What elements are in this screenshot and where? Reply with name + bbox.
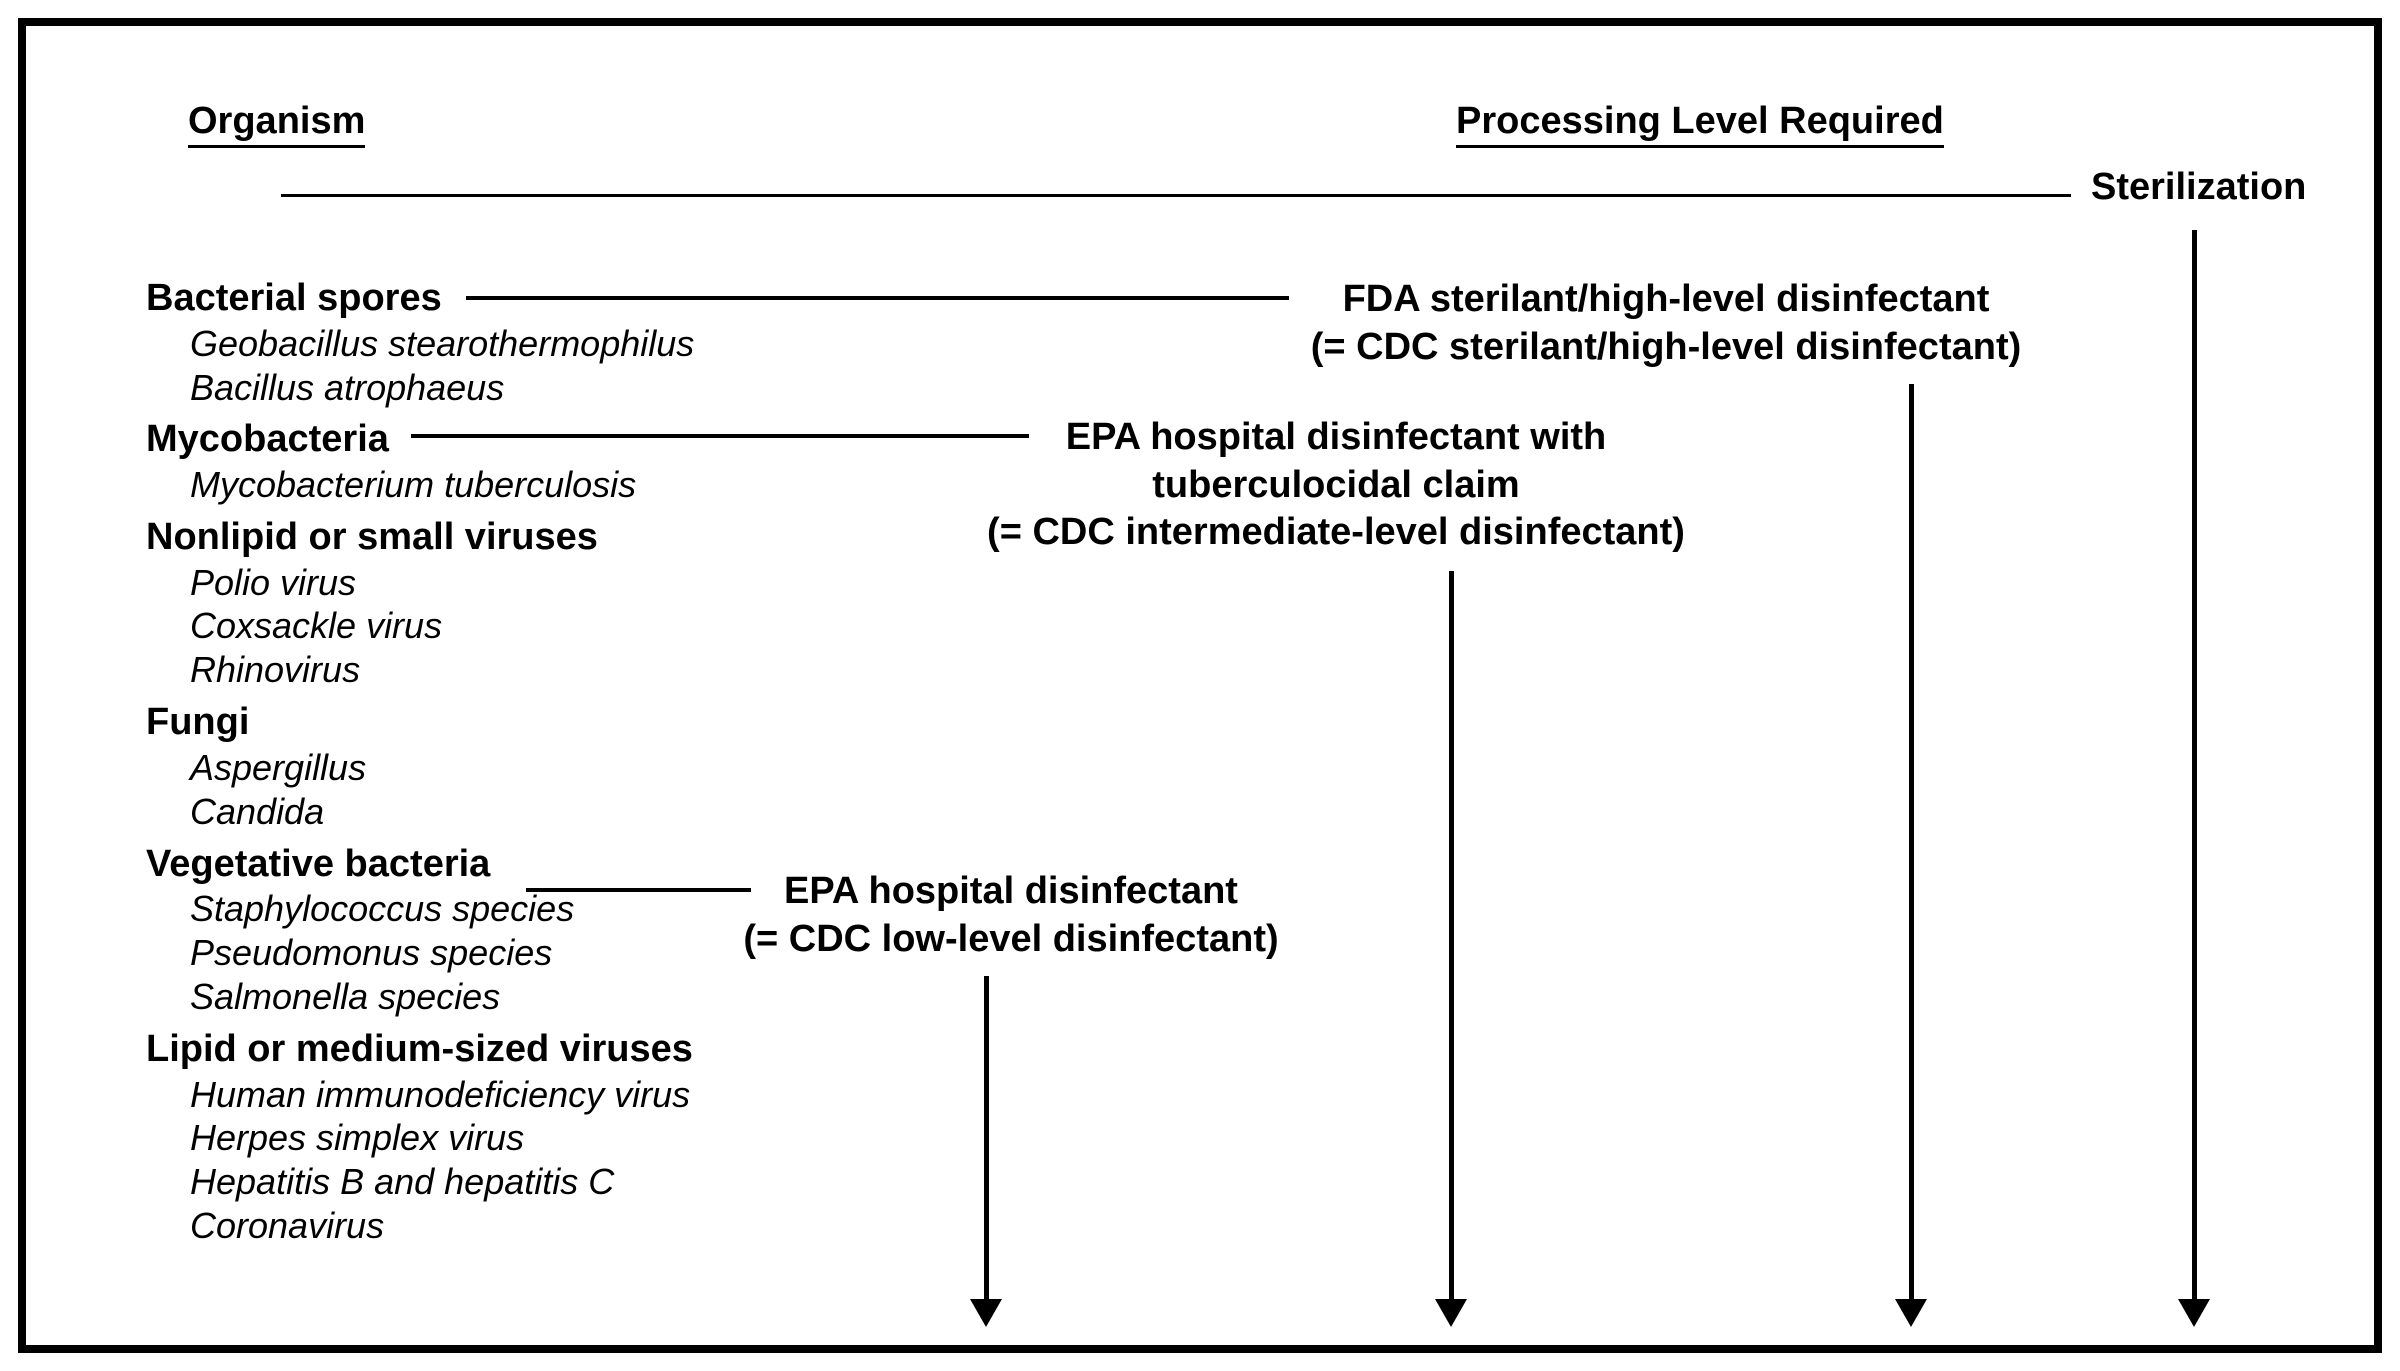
processing-level-label: EPA hospital disinfectant(= CDC low-leve… — [743, 868, 1278, 963]
organism-example: Human immunodeficiency virus — [146, 1073, 706, 1117]
organism-category: Mycobacteria — [146, 417, 706, 463]
organism-category: Fungi — [146, 700, 706, 746]
organism-example: Rhinovirus — [146, 648, 706, 692]
organism-example: Hepatitis B and hepatitis C — [146, 1160, 706, 1204]
organism-example: Polio virus — [146, 561, 706, 605]
arrow-down-icon — [2178, 1299, 2210, 1327]
connector-line — [466, 296, 1289, 300]
organism-example: Aspergillus — [146, 746, 706, 790]
organism-block: Vegetative bacteriaStaphylococcus specie… — [146, 842, 706, 1019]
header-organism: Organism — [188, 100, 365, 148]
organism-example: Coxsackle virus — [146, 604, 706, 648]
processing-level-line: (= CDC low-level disinfectant) — [743, 916, 1278, 964]
label-sterilization: Sterilization — [2091, 166, 2306, 209]
processing-level-label: FDA sterilant/high-level disinfectant(= … — [1311, 276, 2022, 371]
processing-level-line: EPA hospital disinfectant — [743, 868, 1278, 916]
arrow-line — [1449, 571, 1454, 1301]
organism-block: Nonlipid or small virusesPolio virusCoxs… — [146, 515, 706, 692]
organism-block: Lipid or medium-sized virusesHuman immun… — [146, 1027, 706, 1248]
processing-level-label: EPA hospital disinfectant withtuberculoc… — [987, 414, 1685, 557]
processing-level-line: (= CDC intermediate-level disinfectant) — [987, 509, 1685, 557]
organism-example: Mycobacterium tuberculosis — [146, 463, 706, 507]
arrow-line — [984, 976, 989, 1301]
organism-example: Staphylococcus species — [146, 887, 706, 931]
arrow-down-icon — [1435, 1299, 1467, 1327]
organism-block: FungiAspergillusCandida — [146, 700, 706, 833]
organism-block: MycobacteriaMycobacterium tuberculosis — [146, 417, 706, 507]
organism-category: Lipid or medium-sized viruses — [146, 1027, 706, 1073]
processing-level-line: (= CDC sterilant/high-level disinfectant… — [1311, 324, 2022, 372]
processing-level-line: EPA hospital disinfectant with — [987, 414, 1685, 462]
organism-example: Geobacillus stearothermophilus — [146, 322, 706, 366]
organism-column: Bacterial sporesGeobacillus stearothermo… — [146, 276, 706, 1256]
organism-example: Herpes simplex virus — [146, 1116, 706, 1160]
arrow-down-icon — [970, 1299, 1002, 1327]
sterilization-top-line — [281, 194, 2071, 197]
connector-line — [411, 434, 1029, 438]
organism-example: Bacillus atrophaeus — [146, 366, 706, 410]
arrow-line — [1909, 384, 1914, 1301]
arrow-down-icon — [1895, 1299, 1927, 1327]
header-processing-level: Processing Level Required — [1456, 100, 1944, 148]
organism-category: Nonlipid or small viruses — [146, 515, 706, 561]
organism-example: Coronavirus — [146, 1204, 706, 1248]
organism-example: Salmonella species — [146, 975, 706, 1019]
diagram-frame: Organism Processing Level Required Steri… — [18, 18, 2382, 1353]
organism-category: Vegetative bacteria — [146, 842, 706, 888]
connector-line — [526, 888, 751, 892]
processing-level-line: FDA sterilant/high-level disinfectant — [1311, 276, 2022, 324]
arrow-line — [2192, 230, 2197, 1301]
processing-level-line: tuberculocidal claim — [987, 462, 1685, 510]
organism-example: Pseudomonus species — [146, 931, 706, 975]
organism-example: Candida — [146, 790, 706, 834]
